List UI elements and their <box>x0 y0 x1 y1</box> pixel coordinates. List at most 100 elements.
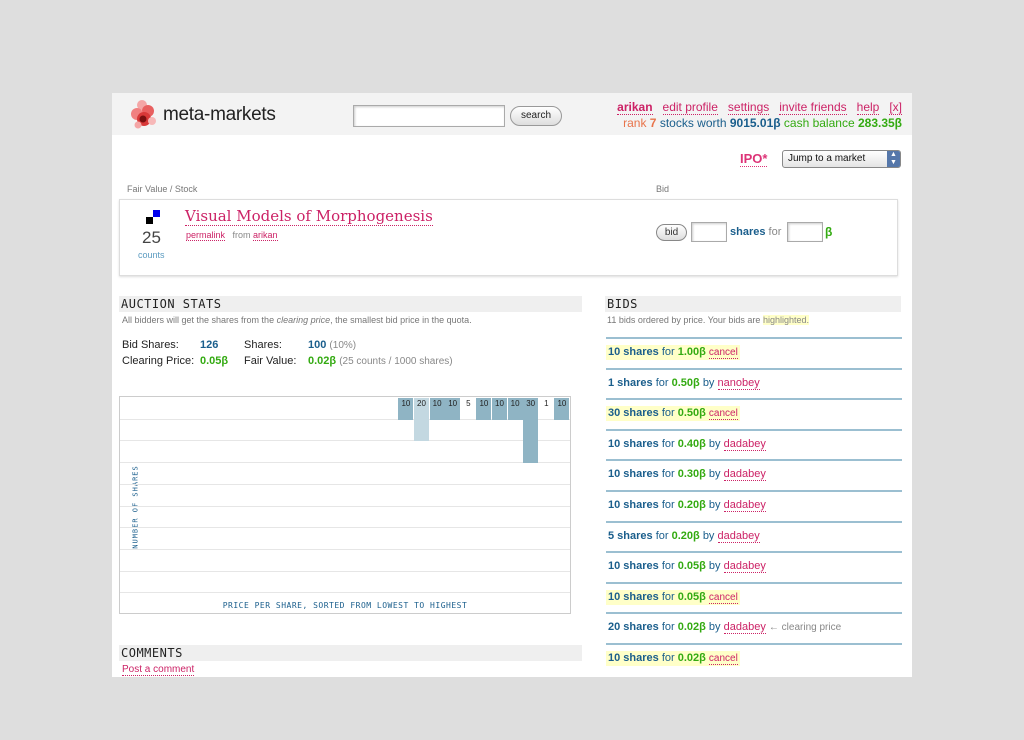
stock-count: 25 <box>142 228 161 247</box>
cancel-bid-link[interactable]: cancel <box>708 347 738 359</box>
search-button[interactable]: search <box>510 106 562 126</box>
bids-list: 10 shares for 1.00β cancel 1 shares for 0… <box>606 337 902 674</box>
shares-word: shares <box>730 226 766 238</box>
auction-stats-desc: All bidders will get the shares from the… <box>122 315 472 325</box>
chart-x-axis-label: PRICE PER SHARE, SORTED FROM LOWEST TO H… <box>222 601 468 610</box>
bids-desc: 11 bids ordered by price. Your bids are … <box>607 315 809 325</box>
stock-meta: permalink from arikan <box>186 230 278 241</box>
chart-gridline <box>120 462 570 464</box>
nav-settings[interactable]: settings <box>727 100 770 115</box>
nav-logout[interactable]: [x] <box>889 100 902 115</box>
bid-button[interactable]: bid <box>656 224 687 241</box>
chart-bar <box>429 398 445 420</box>
bid-price: 0.02β <box>677 621 706 634</box>
chart-bar-label: 10 <box>432 399 442 408</box>
chart-bar-label: 10 <box>479 399 489 408</box>
chart-gridline <box>120 505 570 507</box>
bid-shares: 10 shares <box>608 498 659 511</box>
bids-desc-highlight: highlighted. <box>762 315 809 325</box>
bidder-link[interactable]: dadabey <box>723 437 766 451</box>
cancel-bid-link[interactable]: cancel <box>708 652 738 665</box>
bid-shares-label: shares for <box>730 226 781 238</box>
bid-shares-label-text: Bid Shares: <box>122 339 179 351</box>
post-comment-link[interactable]: Post a comment <box>122 664 195 676</box>
bid-shares: 10 shares <box>608 346 659 358</box>
beta-symbol: β <box>825 225 833 239</box>
bidder-link[interactable]: dadabey <box>723 498 766 512</box>
header: meta-markets search arikan edit profile se… <box>112 93 912 135</box>
nav-help[interactable]: help <box>856 100 880 115</box>
permalink-link[interactable]: permalink <box>186 230 226 241</box>
bidder-link[interactable]: dadabey <box>717 529 760 543</box>
fair-note: (25 counts / 1000 shares) <box>339 356 453 367</box>
stock-title[interactable]: Visual Models of Morphogenesis <box>185 207 433 226</box>
bid-shares-input[interactable] <box>691 222 727 242</box>
logo-text[interactable]: meta-markets <box>163 104 276 125</box>
nav-invite-friends[interactable]: invite friends <box>779 100 847 115</box>
jump-to-market-select[interactable]: Jump to a market ▲ ▼ <box>782 150 901 168</box>
cancel-bid-link[interactable]: cancel <box>708 591 738 604</box>
bidder-link[interactable]: dadabey <box>723 468 766 482</box>
bid-shares: 10 shares <box>608 590 659 603</box>
bid-shares: 10 shares <box>608 437 659 450</box>
nav-user-link[interactable]: arikan <box>617 100 653 115</box>
chart-gridline <box>120 440 570 442</box>
shares-label-text: Shares: <box>244 339 282 351</box>
chart-bar <box>554 398 570 420</box>
bid-column-label: Bid <box>656 184 670 194</box>
bid-price-input[interactable] <box>787 222 823 242</box>
bid-row-content: 5 shares for 0.20β by dadabey <box>606 529 762 544</box>
cash-value: 283.35β <box>857 116 902 130</box>
bid-for: for <box>661 590 675 603</box>
search-input[interactable] <box>353 105 505 127</box>
bid-for: for <box>661 407 675 420</box>
bid-price: 0.50β <box>677 407 706 420</box>
chart-bar-label: 10 <box>510 399 520 408</box>
ipo-link[interactable]: IPO* <box>740 151 768 167</box>
bid-for: for <box>661 346 675 358</box>
clearing-num: 0.05β <box>200 355 229 367</box>
bid-for: for <box>661 621 675 634</box>
chart-bar <box>445 398 461 420</box>
bid-shares: 10 shares <box>608 468 659 481</box>
bid-for: for <box>661 651 675 664</box>
chart-bar-label: 20 <box>417 399 426 408</box>
fair-num: 0.02β <box>308 355 337 367</box>
nav-edit-profile[interactable]: edit profile <box>662 100 718 115</box>
bid-row: 10 shares for 0.20β by dadabey <box>606 489 902 521</box>
for-word: for <box>768 226 782 238</box>
bid-for: for <box>661 468 675 481</box>
chart-bar-label: 30 <box>526 399 536 408</box>
bid-row-content: 10 shares for 1.00β cancel <box>606 345 740 360</box>
chart-bar <box>460 398 476 409</box>
bid-shares: 10 shares <box>608 651 659 664</box>
chart-bar <box>507 398 523 420</box>
bidder-link[interactable]: dadabey <box>723 560 766 574</box>
bid-row: 10 shares for 1.00β cancel <box>606 337 902 368</box>
bids-heading: BIDS <box>605 296 901 312</box>
fair-value-label: Fair Value / Stock <box>127 184 198 194</box>
bidder-link[interactable]: nanobey <box>717 376 760 390</box>
bid-by: by <box>708 468 721 481</box>
bid-row: 10 shares for 0.02β cancel <box>606 642 902 674</box>
bid-row: 10 shares for 0.05β by dadabey <box>606 551 902 582</box>
chart-bar <box>476 398 492 420</box>
bid-shares: 10 shares <box>608 560 659 573</box>
bid-price: 0.20β <box>671 529 700 542</box>
chart-y-axis-label: NUMBER OF SHARES <box>131 465 140 549</box>
bid-row: 10 shares for 0.05β cancel <box>606 581 902 613</box>
bid-price: 0.02β <box>677 651 706 664</box>
stock-author-link[interactable]: arikan <box>253 230 278 241</box>
chart-bar <box>523 398 539 464</box>
chart-bar-label: 10 <box>401 399 411 408</box>
bid-shares-value: 126 <box>200 339 218 351</box>
bid-price: 0.05β <box>677 560 706 573</box>
stocks-worth-label: stocks worth <box>659 116 727 130</box>
jump-select-value: Jump to a market <box>788 153 866 164</box>
desc-em: clearing price <box>276 315 331 325</box>
chart-bar-label: 10 <box>448 399 458 408</box>
logo-icon <box>131 100 156 129</box>
bidder-link[interactable]: dadabey <box>723 621 766 635</box>
cancel-bid-link[interactable]: cancel <box>708 408 738 421</box>
shares-pct: (10%) <box>329 340 357 351</box>
